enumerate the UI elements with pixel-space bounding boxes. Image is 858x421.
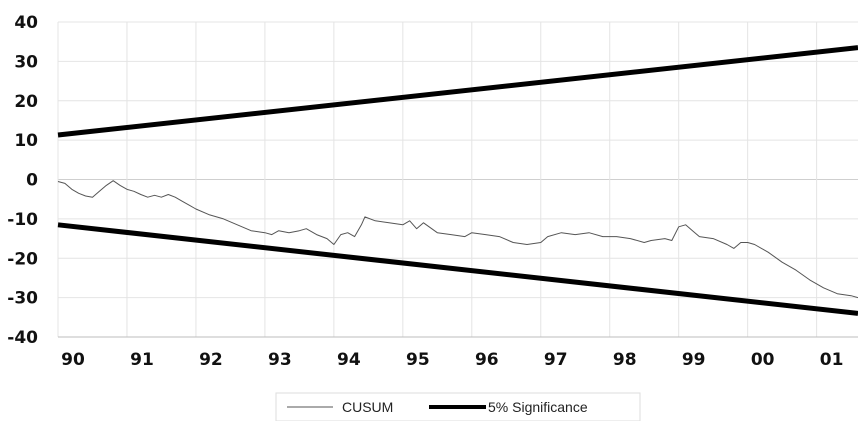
y-tick-label: 10 <box>14 131 38 151</box>
x-tick-label: 01 <box>820 350 844 370</box>
x-tick-label: 96 <box>475 350 499 370</box>
x-axis-labels: 90 91 92 93 94 95 96 97 98 99 00 01 <box>61 350 843 370</box>
legend: CUSUM 5% Significance <box>275 392 641 421</box>
legend-label-significance: 5% Significance <box>488 399 588 415</box>
x-tick-label: 98 <box>613 350 637 370</box>
plot-series <box>57 45 858 316</box>
y-axis-labels: 40 30 20 10 0 -10 -20 -30 -40 <box>7 13 38 348</box>
x-tick-label: 92 <box>199 350 223 370</box>
y-tick-label: 20 <box>14 92 38 112</box>
y-tick-label: 0 <box>26 171 38 191</box>
cusum-line <box>57 180 858 299</box>
grid <box>57 21 858 338</box>
legend-label-cusum: CUSUM <box>342 399 393 415</box>
x-tick-label: 90 <box>61 350 85 370</box>
x-tick-label: 97 <box>544 350 568 370</box>
y-tick-label: 40 <box>14 13 38 33</box>
y-tick-label: -40 <box>7 328 38 348</box>
y-tick-label: -10 <box>7 210 38 230</box>
x-tick-label: 94 <box>337 350 361 370</box>
y-tick-label: 30 <box>14 52 38 72</box>
x-tick-label: 00 <box>751 350 775 370</box>
x-tick-label: 99 <box>682 350 706 370</box>
x-tick-label: 91 <box>130 350 154 370</box>
x-tick-label: 93 <box>268 350 292 370</box>
upper-significance-line <box>57 45 858 138</box>
y-tick-label: -30 <box>7 289 38 309</box>
x-tick-label: 95 <box>406 350 430 370</box>
y-tick-label: -20 <box>7 249 38 269</box>
lower-significance-line <box>57 222 858 316</box>
